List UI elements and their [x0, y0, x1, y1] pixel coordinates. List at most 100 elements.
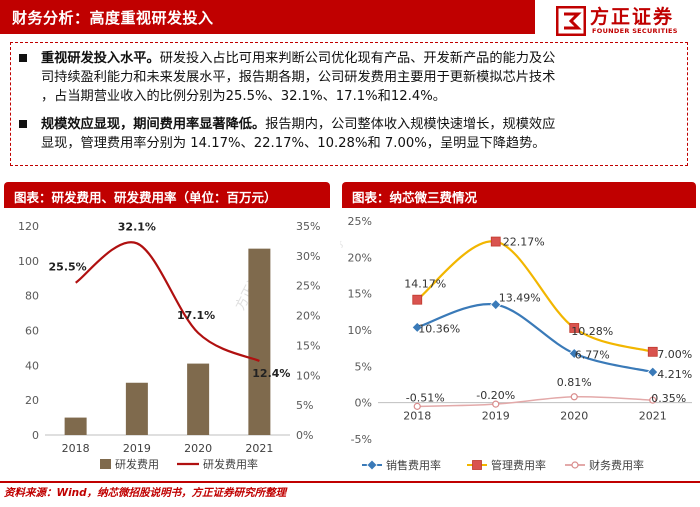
y-left-tick-label: 0 [32, 429, 39, 442]
marker-admin-ratio [647, 346, 658, 357]
x-tick-label: 2021 [245, 442, 273, 455]
data-label-admin-ratio: 22.17% [503, 236, 545, 249]
panel-title-expenses: 图表：纳芯微三费情况 [352, 190, 478, 205]
x-tick-label: 2020 [184, 442, 212, 455]
marker-sales-ratio [411, 321, 423, 333]
data-label-admin-ratio: 7.00% [657, 348, 692, 361]
footer-divider [0, 481, 700, 483]
data-label-rd-ratio: 17.1% [177, 309, 215, 322]
panel-header-expenses: 图表：纳芯微三费情况 [342, 182, 696, 208]
data-label-finance-ratio: 0.81% [557, 376, 592, 389]
bar-rd-expense [64, 417, 87, 435]
bullet-line: ，占当期营业收入的比例分别为25.5%、32.1%、17.1%和12.4%。 [41, 89, 446, 104]
data-label-rd-ratio: 32.1% [118, 220, 156, 233]
marker-finance-ratio [649, 396, 657, 404]
bar-rd-expense [248, 248, 271, 435]
bar-rd-expense [187, 363, 210, 435]
bullet-heading: 重视研发投入水平。 [41, 51, 160, 66]
marker-sales-ratio [490, 299, 502, 311]
summary-box: 重视研发投入水平。研发投入占比可用来判断公司优化现有产品、开发新产品的能力及公 … [10, 42, 688, 166]
y-right-tick-label: 30% [296, 250, 320, 263]
marker-sales-ratio [647, 366, 659, 378]
legend-label-admin-ratio: 管理费用率 [491, 458, 546, 472]
x-tick-label: 2019 [482, 410, 510, 423]
bullet-line-text: 研发投入占比可用来判断公司优化现有产品、开发新产品的能力及公 [159, 51, 556, 66]
bullet-line: 重视研发投入水平。研发投入占比可用来判断公司优化现有产品、开发新产品的能力及公 [41, 49, 681, 68]
rd-chart: 0204060801001200%5%10%15%20%25%30%35%方正证… [18, 220, 320, 471]
y-tick-label: 15% [348, 288, 372, 301]
brand-logo: 方正证券 FOUNDER SECURITIES [556, 2, 696, 40]
y-right-tick-label: 25% [296, 280, 320, 293]
expense-ratio-chart: -5%0%5%10%15%20%25%2018 2019 2020 2021方正证券1… [340, 215, 692, 472]
data-label-finance-ratio: 0.35% [651, 392, 686, 405]
y-left-tick-label: 20 [25, 394, 39, 407]
panel-header-rd: 图表：研发费用、研发费用率（单位：百万元） [4, 182, 330, 208]
y-right-tick-label: 35% [296, 220, 320, 233]
line-sales-ratio [416, 303, 654, 374]
legend-swatch-bar [100, 459, 111, 469]
bullet-heading: 规模效应显现，期间费用率显著降低。 [41, 117, 266, 132]
data-label-admin-ratio: 14.17% [404, 278, 446, 291]
x-tick-label: 2018 [62, 442, 90, 455]
x-tick-label: 2019 [123, 442, 151, 455]
y-tick-label: 25% [348, 215, 372, 228]
y-left-tick-label: 80 [25, 290, 39, 303]
y-tick-label: 10% [348, 324, 372, 337]
line-finance-ratio [417, 395, 653, 408]
bullet-square-icon [19, 54, 27, 62]
bar-rd-expense [125, 382, 148, 435]
data-label-rd-ratio: 25.5% [49, 261, 87, 274]
logo-subtitle: FOUNDER SECURITIES [592, 27, 678, 35]
source-note: 资料来源：Wind，纳芯微招股说明书，方正证券研究所整理 [4, 487, 287, 499]
legend-marker-finance-ratio [571, 461, 579, 469]
marker-admin-ratio [412, 294, 423, 305]
data-label-sales-ratio: 6.77% [575, 348, 610, 361]
y-tick-label: 20% [348, 251, 372, 264]
y-tick-label: 5% [355, 360, 372, 373]
legend-label-line: 研发费用率 [203, 457, 258, 471]
bullet-square-icon [19, 120, 27, 128]
bullet-line-text: 报告期内，公司整体收入规模快速增长，规模效应 [265, 117, 556, 132]
bullet-line: 司持续盈利能力和未来发展水平，报告期各期，公司研发费用主要用于更新模拟芯片技术 [41, 70, 556, 85]
y-tick-label: 0% [355, 397, 372, 410]
legend-label-bar: 研发费用 [115, 457, 159, 471]
panel-title-rd: 图表：研发费用、研发费用率（单位：百万元） [14, 190, 277, 205]
y-right-tick-label: 10% [296, 369, 320, 382]
legend-marker-admin-ratio [472, 460, 482, 470]
data-label-finance-ratio: -0.51% [406, 391, 445, 404]
marker-finance-ratio [492, 400, 500, 408]
title-bar: 财务分析：高度重视研发投入 [0, 0, 535, 34]
y-right-tick-label: 20% [296, 310, 320, 323]
x-tick-label: 2018 [403, 410, 431, 423]
y-right-tick-label: 5% [296, 399, 313, 412]
y-tick-label: -5% [351, 433, 372, 446]
y-left-tick-label: 60 [25, 325, 39, 338]
bullet-line: 显现，管理费用率分别为 14.17%、22.17%、10.28%和 7.00%，… [41, 136, 546, 151]
legend-marker-sales-ratio [366, 459, 378, 471]
data-label-rd-ratio: 12.4% [252, 367, 290, 380]
y-left-tick-label: 40 [25, 359, 39, 372]
founder-logo-icon [556, 6, 586, 36]
marker-admin-ratio [490, 236, 501, 247]
data-label-sales-ratio: 10.36% [418, 322, 460, 335]
line-rd-ratio [74, 241, 260, 362]
data-label-sales-ratio: 4.21% [657, 368, 692, 381]
data-label-admin-ratio: 10.28% [571, 325, 613, 338]
marker-admin-ratio [569, 323, 580, 333]
marker-sales-ratio [568, 347, 580, 360]
x-tick-label: 2021 [639, 410, 667, 423]
y-right-tick-label: 0% [296, 429, 313, 442]
legend-label-finance-ratio: 财务费用率 [589, 458, 644, 472]
marker-finance-ratio [570, 393, 578, 401]
data-label-finance-ratio: -0.20% [476, 389, 515, 402]
x-tick-label: 2020 [560, 410, 588, 423]
y-left-tick-label: 100 [18, 255, 39, 268]
line-admin-ratio [416, 240, 654, 353]
logo-name: 方正证券 [590, 6, 675, 28]
bullet-line: 规模效应显现，期间费用率显著降低。报告期内，公司整体收入规模快速增长，规模效应 [41, 115, 681, 134]
marker-finance-ratio [413, 402, 421, 410]
y-right-tick-label: 15% [296, 339, 320, 352]
y-left-tick-label: 120 [18, 220, 39, 233]
page-title: 财务分析：高度重视研发投入 [12, 9, 214, 27]
legend-label-sales-ratio: 销售费用率 [386, 458, 441, 472]
